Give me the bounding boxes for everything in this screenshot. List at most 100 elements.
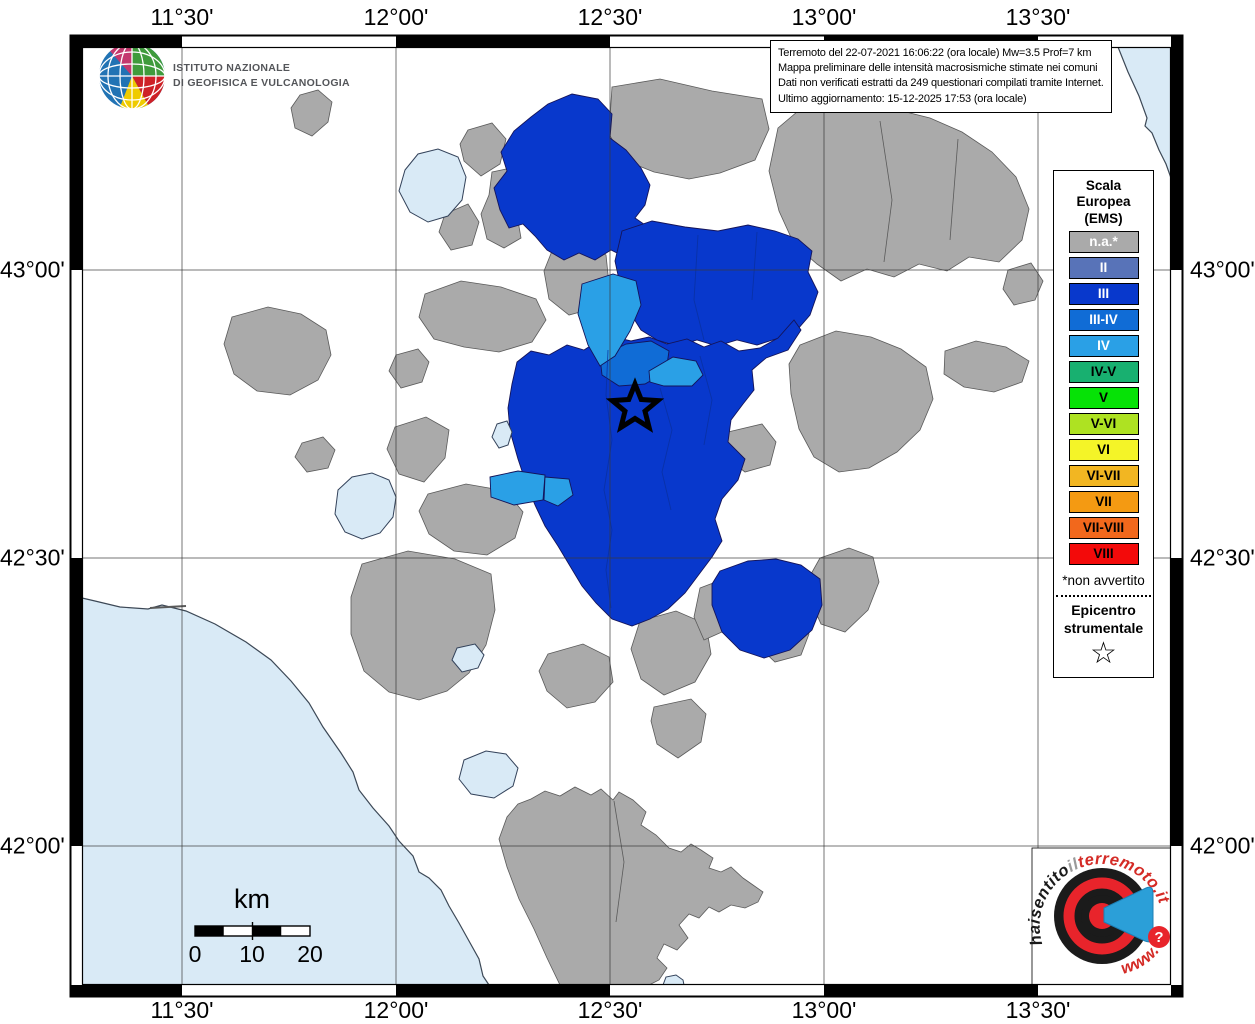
municipality	[418, 280, 547, 353]
municipality	[459, 122, 507, 177]
lake	[334, 472, 397, 540]
scale-bar	[194, 922, 311, 940]
axis-label-bottom: 13°30'	[1005, 997, 1071, 1023]
legend-swatch-v: V	[1068, 387, 1139, 410]
legend-swatch-iv: IV	[1068, 335, 1139, 358]
municipality	[943, 340, 1030, 393]
earthquake-info-box: Terremoto del 22-07-2021 16:06:22 (ora l…	[770, 40, 1112, 113]
frame-outer	[69, 34, 1184, 998]
legend-star-icon: ☆	[1090, 637, 1117, 671]
map-frame	[69, 34, 1184, 998]
axis-label-left: 42°00'	[0, 832, 65, 859]
municipality	[711, 558, 823, 659]
lake	[451, 643, 485, 673]
municipality-rome	[498, 786, 764, 985]
legend-epicenter-line: Epicentro	[1071, 602, 1136, 619]
legend-epicenter-title: Epicentro strumentale	[1054, 602, 1153, 637]
axis-label-bottom: 11°30'	[150, 997, 214, 1023]
axis-label-right: 42°00'	[1190, 832, 1255, 859]
municipality	[386, 416, 450, 483]
legend-swatch-iii-iv: III-IV	[1068, 309, 1139, 332]
municipality	[543, 476, 574, 507]
scale-tick-label: 20	[297, 941, 323, 967]
legend-swatch-vii: VII	[1068, 491, 1139, 514]
legend-panel: Scala Europea (EMS) n.a.* II III III-IV …	[1053, 170, 1154, 679]
border-line	[603, 349, 613, 609]
lake	[662, 974, 685, 985]
coastal-spit	[149, 605, 187, 609]
globe-plate-yellow	[120, 76, 148, 109]
question-mark-icon	[1148, 926, 1170, 948]
scale-tick-label: 0	[188, 941, 202, 967]
coastline	[82, 597, 490, 985]
info-line-event: Terremoto del 22-07-2021 16:06:22 (ora l…	[778, 47, 1092, 59]
legend-swatch-vii-viii: VII-VIII	[1068, 517, 1139, 540]
scale-tick-label: 10	[239, 941, 265, 967]
intensity-iii-municipalities	[493, 93, 823, 659]
border-line	[699, 355, 713, 446]
tyrrhenian-sea-region	[82, 597, 490, 985]
axis-label-top: 11°30'	[150, 4, 214, 30]
municipality	[493, 93, 652, 261]
legend-swatch-v-vi: V-VI	[1068, 413, 1139, 436]
frame-black-segments	[70, 35, 1183, 997]
legend-swatch-ii: II	[1068, 257, 1139, 280]
municipality	[538, 643, 614, 709]
legend-footnote: *non avvertito	[1062, 573, 1145, 589]
border-line	[659, 387, 673, 511]
municipality	[507, 319, 802, 627]
border-line	[693, 234, 705, 341]
axis-label-left: 42°30'	[0, 544, 65, 571]
coastline	[1117, 47, 1171, 179]
adriatic-sea-region	[1117, 47, 1171, 179]
legend-title-line: Europea	[1076, 194, 1131, 210]
axis-label-bottom: 13°00'	[791, 997, 857, 1023]
municipality	[388, 348, 430, 389]
legend-swatch-vi: VI	[1068, 439, 1139, 462]
ingv-line1: ISTITUTO NAZIONALE	[173, 62, 291, 74]
scale-bar-segment	[195, 926, 224, 936]
axis-label-bottom: 12°00'	[363, 997, 429, 1023]
municipality	[350, 550, 496, 701]
lakes	[334, 148, 685, 985]
municipality	[223, 306, 332, 396]
legend-epicenter-line: strumentale	[1063, 619, 1144, 636]
scale-unit-label: km	[234, 884, 270, 914]
legend-swatch-viii: VIII	[1068, 543, 1139, 566]
ingv-line2: DI GEOFISICA E VULCANOLOGIA	[173, 77, 350, 90]
municipality	[648, 356, 704, 387]
legend-title-line: (EMS)	[1084, 210, 1123, 226]
legend-swatch-iii: III	[1068, 283, 1139, 306]
municipality	[489, 470, 546, 506]
haisentitoilterremoto-logo: ? haisentitoilterremoto.it www.	[1026, 847, 1171, 985]
globe-graticule	[98, 47, 166, 110]
municipality	[630, 610, 712, 696]
ingv-globe-icon	[98, 47, 166, 110]
border-line	[751, 231, 758, 301]
axis-label-right: 43°00'	[1190, 256, 1255, 283]
sea	[1118, 47, 1171, 178]
border-line	[613, 800, 625, 923]
axis-label-top: 13°30'	[1005, 4, 1071, 30]
question-mark-glyph: ?	[1154, 929, 1163, 946]
lake	[491, 420, 513, 449]
axis-label-bottom: 12°30'	[577, 997, 643, 1023]
legend-divider	[1056, 595, 1151, 598]
epicenter-star-icon	[605, 377, 665, 433]
info-line-data: Dati non verificati estratti da 249 ques…	[778, 77, 1104, 90]
ingv-logo-text: ISTITUTO NAZIONALE DI GEOFISICA E VULCAN…	[173, 61, 350, 91]
axis-label-top: 12°30'	[577, 4, 643, 30]
municipality	[1002, 262, 1044, 306]
legend-swatch-na: n.a.*	[1068, 231, 1139, 254]
municipality	[294, 436, 336, 473]
axis-label-left: 43°00'	[0, 256, 65, 283]
sea	[82, 598, 489, 985]
legend-title-line: Scala	[1085, 178, 1122, 193]
grid-lines	[82, 47, 1171, 985]
frame-inner	[81, 46, 1172, 986]
lake	[398, 148, 467, 223]
municipality	[418, 483, 524, 556]
legend-swatch-vi-vii: VI-VII	[1068, 465, 1139, 488]
axis-label-right: 42°30'	[1190, 544, 1255, 571]
